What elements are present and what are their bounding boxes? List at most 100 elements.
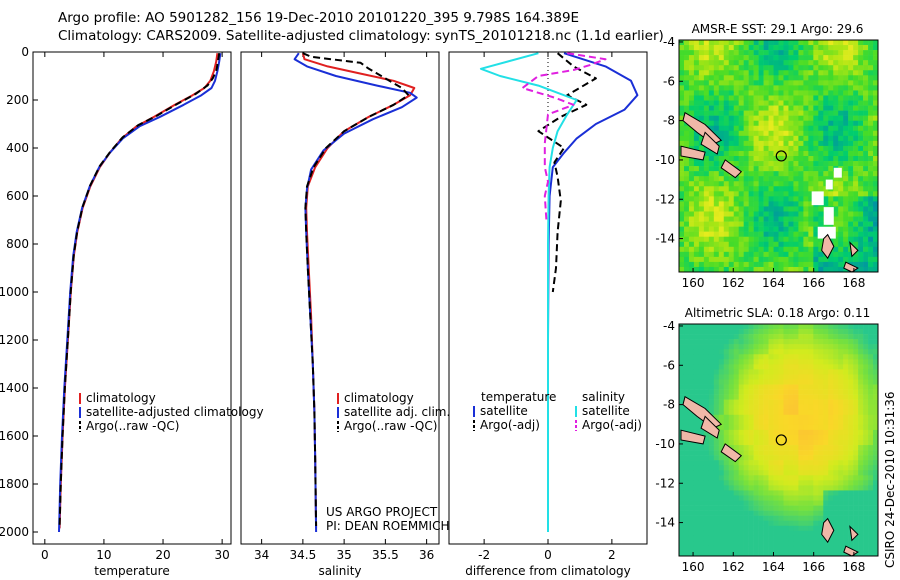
heatmap-cell [743, 344, 749, 350]
heatmap-cell [803, 324, 809, 330]
heatmap-cell [768, 150, 774, 157]
heatmap-cell [778, 429, 784, 436]
heatmap-cell [693, 540, 700, 547]
heatmap-cell [728, 495, 735, 501]
heatmap-cell [833, 399, 839, 405]
heatmap-cell [708, 110, 715, 116]
heatmap-cell [688, 80, 695, 86]
heatmap-cell [873, 334, 879, 340]
heatmap-cell [753, 110, 759, 116]
heatmap-cell [728, 359, 735, 365]
heatmap-cell [788, 450, 794, 456]
heatmap-cell [778, 85, 784, 91]
heatmap-cell [738, 540, 744, 547]
heatmap-cell [703, 354, 710, 360]
y-tick-label: 1400 [0, 381, 29, 395]
heatmap-cell [793, 540, 799, 547]
heatmap-cell [833, 450, 839, 456]
heatmap-cell [798, 399, 804, 405]
heatmap-cell [833, 80, 839, 86]
heatmap-cell [853, 85, 859, 91]
heatmap-cell [788, 60, 794, 66]
heatmap-cell [728, 419, 735, 426]
heatmap-cell [853, 349, 859, 355]
heatmap-cell [688, 500, 695, 506]
heatmap-cell [713, 500, 720, 506]
heatmap-cell [828, 404, 834, 411]
heatmap-cell [798, 485, 804, 491]
heatmap-cell [768, 130, 774, 137]
heatmap-cell [873, 115, 879, 121]
heatmap-cell [748, 226, 754, 232]
heatmap-cell [753, 181, 759, 187]
heatmap-cell [778, 434, 784, 441]
heatmap-cell [843, 196, 849, 202]
heatmap-cell [743, 241, 749, 248]
heatmap-cell [853, 176, 859, 182]
heatmap-cell [778, 404, 784, 411]
heatmap-cell [763, 156, 769, 162]
heatmap-cell [708, 261, 715, 268]
heatmap-cell [873, 440, 879, 446]
heatmap-cell [758, 379, 764, 385]
heatmap-cell [693, 399, 700, 405]
heatmap-cell [723, 231, 730, 237]
heatmap-cell [828, 354, 834, 360]
heatmap-cell [723, 404, 730, 411]
heatmap-cell [763, 140, 769, 147]
heatmap-cell [858, 349, 864, 355]
heatmap-cell [778, 125, 784, 132]
heatmap-cell [743, 100, 749, 106]
heatmap-cell [858, 221, 864, 227]
heatmap-cell [688, 424, 695, 431]
heatmap-cell [728, 490, 735, 496]
heatmap-cell [843, 445, 849, 451]
heatmap-cell [738, 530, 744, 537]
heatmap-cell [848, 85, 854, 91]
heatmap-cell [848, 490, 854, 496]
heatmap-cell [818, 530, 824, 537]
heatmap-cell [698, 510, 705, 516]
heatmap-cell [743, 414, 749, 421]
heatmap-cell [813, 525, 819, 532]
heatmap-cell [798, 196, 804, 202]
heatmap-cell [768, 354, 774, 360]
heatmap-cell [733, 80, 739, 86]
heatmap-cell [683, 354, 690, 360]
heatmap-cell [738, 465, 744, 471]
heatmap-cell [853, 70, 859, 76]
heatmap-cell [703, 256, 710, 263]
heatmap-cell [718, 55, 725, 61]
heatmap-cell [843, 150, 849, 157]
y-tick-label: 1200 [0, 333, 29, 347]
heatmap-cell [863, 379, 869, 385]
heatmap-cell [683, 55, 690, 61]
heatmap-cell [808, 70, 814, 76]
heatmap-cell [698, 475, 705, 481]
heatmap-cell [853, 120, 859, 127]
heatmap-cell [853, 470, 859, 476]
heatmap-cell [853, 414, 859, 421]
heatmap-cell [773, 339, 779, 345]
heatmap-cell [833, 95, 839, 101]
heatmap-cell [818, 480, 824, 486]
heatmap-cell [688, 530, 695, 537]
heatmap-cell [808, 485, 814, 491]
heatmap-cell [788, 374, 794, 380]
heatmap-cell [853, 475, 859, 481]
heatmap-cell [813, 389, 819, 395]
heatmap-cell [868, 470, 874, 476]
heatmap-cell [838, 404, 844, 411]
heatmap-cell [688, 191, 695, 197]
heatmap-cell [813, 530, 819, 537]
heatmap-cell [683, 246, 690, 253]
missing-data-patch [833, 167, 842, 178]
heatmap-cell [748, 440, 754, 446]
heatmap-cell [858, 120, 864, 127]
heatmap-cell [868, 445, 874, 451]
heatmap-cell [788, 429, 794, 436]
heatmap-cell [798, 434, 804, 441]
heatmap-cell [803, 399, 809, 405]
heatmap-cell [873, 90, 879, 96]
heatmap-cell [798, 475, 804, 481]
